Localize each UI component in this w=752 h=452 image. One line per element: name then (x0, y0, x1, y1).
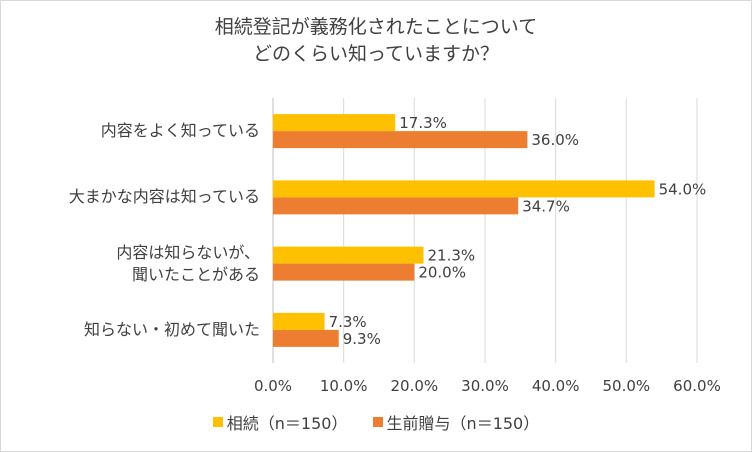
x-tick-label: 20.0% (391, 377, 439, 395)
category-label: 大まかな内容は知っている (10, 186, 260, 208)
category-label-line: 知らない・初めて聞いた (83, 319, 260, 339)
data-label: 54.0% (659, 180, 707, 198)
x-tick-label: 30.0% (461, 377, 509, 395)
bar-inheritance (273, 246, 424, 264)
category-label-line: 大まかな内容は知っている (68, 187, 260, 207)
data-label: 21.3% (428, 247, 476, 265)
chart-title-line-2: どのくらい知っていますか？ (252, 43, 500, 65)
category-label-line: 内容をよく知っている (100, 121, 260, 141)
chart-title-line-1: 相続登記が義務化されたことについて (214, 16, 538, 38)
chart-title: 相続登記が義務化されたことについて どのくらい知っていますか？ (0, 14, 752, 68)
x-tick-label: 50.0% (603, 377, 651, 395)
x-tick-label: 40.0% (532, 377, 580, 395)
data-label: 17.3% (399, 114, 447, 132)
bar-inheritance (273, 114, 396, 132)
bar-gift (273, 131, 528, 149)
bar-gift (273, 263, 415, 281)
category-label-line: 内容は知らないが、 (116, 242, 260, 262)
bar-inheritance (273, 312, 325, 330)
category-label-line: 聞いたことがある (131, 264, 260, 284)
x-tick-label: 10.0% (320, 377, 368, 395)
x-tick-label: 60.0% (673, 377, 721, 395)
legend-item-series-1: 相続（n＝150） (212, 410, 348, 434)
data-label: 20.0% (418, 264, 466, 282)
data-label: 9.3% (343, 330, 381, 348)
bar-gift (273, 329, 339, 347)
category-label: 内容は知らないが、 聞いたことがある (10, 242, 260, 286)
category-label: 知らない・初めて聞いた (10, 319, 260, 341)
legend-swatch-series-1 (212, 417, 223, 427)
legend-label-series-2: 生前贈与（n＝150） (386, 414, 540, 433)
bar-gift (273, 197, 519, 215)
legend-label-series-1: 相続（n＝150） (226, 414, 348, 433)
data-label: 36.0% (531, 131, 579, 149)
data-label: 7.3% (329, 313, 367, 331)
chart-legend: 相続（n＝150） 生前贈与（n＝150） (0, 410, 752, 434)
legend-swatch-series-2 (372, 417, 383, 427)
data-label: 34.7% (522, 197, 570, 215)
x-tick-label: 0.0% (254, 377, 292, 395)
category-label: 内容をよく知っている (10, 120, 260, 142)
legend-item-series-2: 生前贈与（n＝150） (372, 410, 540, 434)
bar-inheritance (273, 180, 655, 198)
